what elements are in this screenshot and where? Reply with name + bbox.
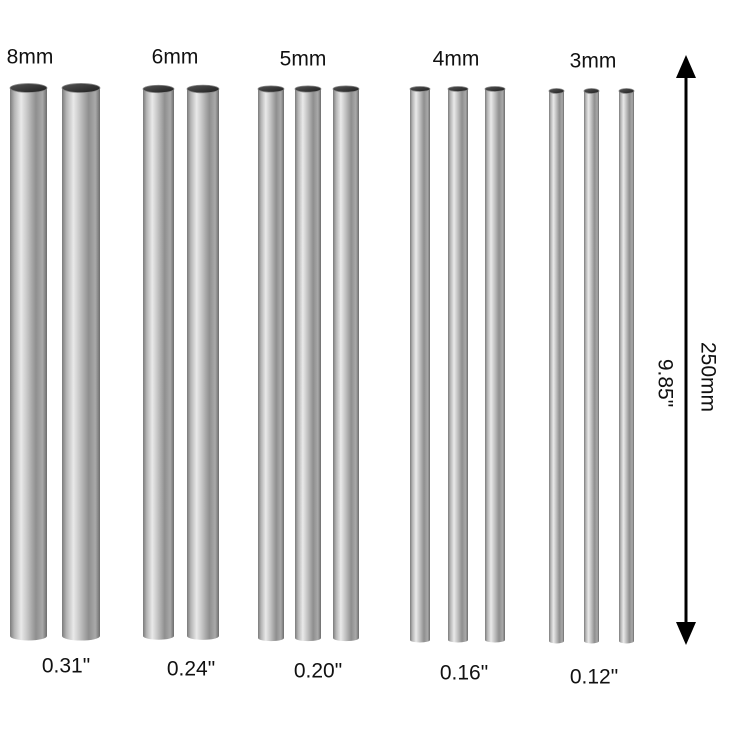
rod-bottom — [187, 632, 219, 640]
rods — [9, 83, 635, 644]
rod-bottom — [448, 637, 468, 643]
length-inch: 9.85" — [653, 359, 676, 407]
rod-bottom — [549, 638, 564, 644]
diameter-inch-label: 0.24" — [167, 658, 215, 681]
rod-bottom — [295, 634, 321, 642]
rod-body — [619, 91, 634, 641]
diameter-inch-label: 0.16" — [440, 662, 488, 685]
rod-body — [333, 89, 359, 638]
rod-bottom — [10, 631, 47, 641]
rod-bottom — [584, 638, 599, 644]
length-mm: 250mm — [696, 342, 719, 412]
diameter-mm-label: 5mm — [280, 48, 327, 71]
rod-end — [257, 85, 285, 93]
rod-body — [295, 89, 321, 638]
arrow-head — [676, 622, 696, 645]
rod-body — [410, 89, 430, 640]
rod-body — [10, 88, 47, 636]
rod-bottom — [333, 634, 359, 642]
rod-end — [142, 84, 175, 94]
rod-body — [187, 89, 219, 636]
rod-end — [548, 88, 565, 94]
rod-end — [9, 83, 48, 93]
rod-end — [294, 85, 322, 93]
diameter-inch-label: 0.12" — [570, 666, 618, 689]
rod-body — [584, 91, 599, 641]
rod-end — [583, 88, 600, 94]
diameter-mm-label: 3mm — [570, 50, 617, 73]
diameter-inch-label: 0.20" — [294, 660, 342, 683]
rod-bottom — [143, 632, 174, 640]
rod-end — [447, 86, 469, 92]
length-arrow — [676, 55, 696, 645]
rod-body — [143, 89, 174, 636]
rod-body — [549, 91, 564, 641]
rod-end — [618, 88, 635, 94]
rod-body — [258, 89, 284, 638]
rod-body — [485, 89, 505, 640]
diameter-mm-label: 4mm — [433, 48, 480, 71]
diameter-mm-label: 6mm — [152, 46, 199, 69]
rod-bottom — [258, 634, 284, 642]
rod-end — [186, 84, 220, 94]
arrow-head — [676, 55, 696, 78]
diameter-inch-label: 0.31" — [42, 655, 90, 678]
rod-body — [448, 89, 468, 640]
rod-bottom — [619, 638, 634, 644]
rod-bottom — [410, 637, 430, 643]
rod-body — [62, 88, 100, 636]
rod-end — [484, 86, 506, 92]
rod-end — [409, 86, 431, 92]
diameter-mm-label: 8mm — [7, 46, 54, 69]
rod-bottom — [485, 637, 505, 643]
rod-end — [332, 85, 360, 93]
rod-bottom — [62, 631, 100, 641]
rod-end — [61, 83, 101, 93]
